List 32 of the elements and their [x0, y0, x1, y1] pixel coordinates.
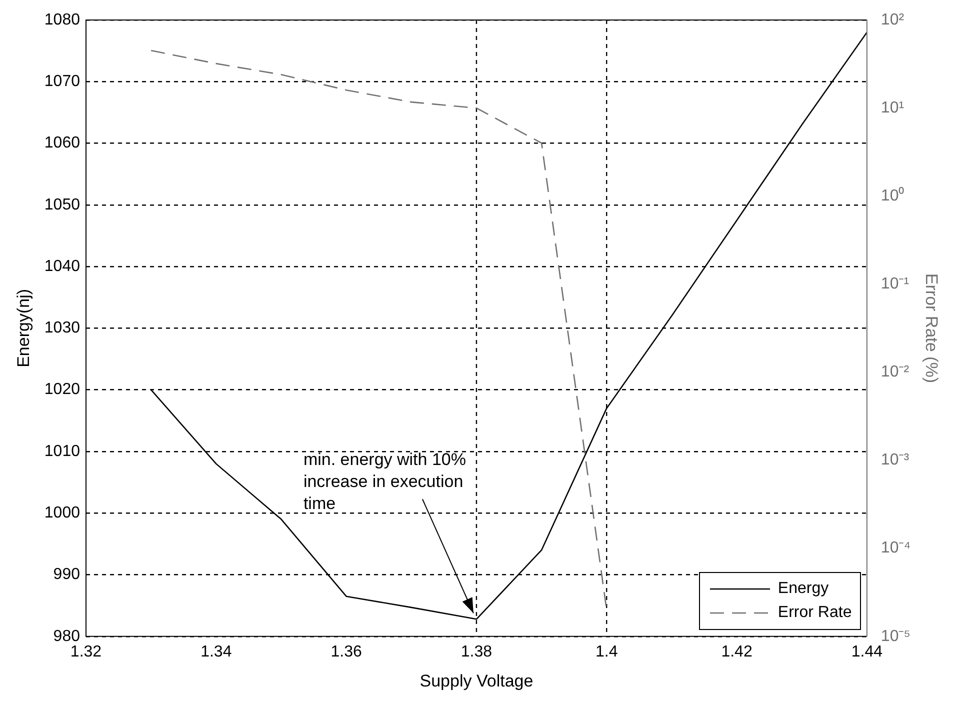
- y2-tick-label: 10⁻⁴: [880, 540, 911, 557]
- x-tick-label: 1.44: [851, 643, 883, 660]
- y2-axis-title: Error Rate (%): [922, 273, 942, 383]
- y-tick-label: 1080: [44, 11, 80, 28]
- x-tick-label: 1.42: [721, 643, 752, 660]
- x-tick-label: 1.34: [200, 643, 232, 660]
- y-tick-label: 1060: [44, 134, 80, 152]
- x-tick-label: 1.4: [595, 643, 618, 660]
- y-tick-label: 1030: [44, 320, 80, 337]
- y2-tick-label: 10²: [880, 11, 905, 28]
- y2-tick-label: 10¹: [880, 99, 904, 116]
- y-axis-title: Energy(nj): [14, 288, 33, 368]
- y-tick-label: 990: [53, 566, 80, 584]
- x-tick-label: 1.38: [460, 643, 492, 660]
- y-tick-label: 1000: [44, 504, 80, 522]
- y-tick-label: 1040: [44, 258, 80, 275]
- y-tick-label: 1070: [44, 73, 80, 90]
- y2-tick-label: 10⁻⁵: [880, 628, 910, 645]
- legend-label: Error Rate: [778, 604, 852, 622]
- y-tick-label: 980: [53, 628, 80, 645]
- y2-tick-label: 10⁻¹: [880, 276, 910, 293]
- x-tick-label: 1.32: [70, 643, 102, 660]
- x-tick-label: 1.36: [330, 643, 362, 660]
- legend-label: Energy: [778, 580, 829, 598]
- y2-tick-label: 10⁻³: [880, 452, 910, 469]
- y2-tick-label: 10⁻²: [880, 364, 910, 381]
- y-tick-label: 1020: [44, 381, 80, 398]
- y2-tick-label: 10⁰: [880, 186, 905, 205]
- x-axis-title: Supply Voltage: [420, 671, 534, 690]
- y-tick-label: 1050: [44, 196, 80, 214]
- y-tick-label: 1010: [44, 442, 80, 460]
- annotation: min. energy with 10% increase in execution time: [303, 449, 466, 516]
